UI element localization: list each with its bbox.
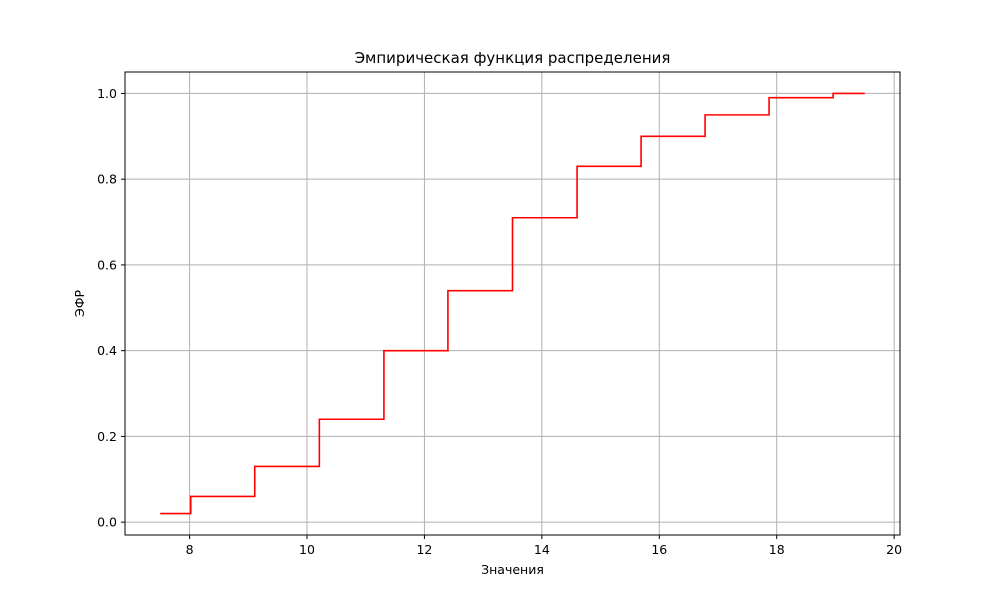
y-tick-label: 0.6 (97, 257, 117, 272)
x-tick-label: 12 (416, 542, 432, 557)
plot-background (125, 72, 900, 535)
ecdf-step-line (160, 92, 865, 515)
series (160, 92, 865, 515)
x-tick-label: 16 (651, 542, 667, 557)
y-tick-label: 1.0 (97, 86, 117, 101)
y-tick-label: 0.0 (97, 515, 117, 530)
x-tick-label: 18 (769, 542, 785, 557)
x-tick-label: 20 (886, 542, 902, 557)
x-axis-label: Значения (481, 562, 544, 577)
x-tick-label: 8 (186, 542, 194, 557)
chart-title: Эмпирическая функция распределения (355, 49, 671, 67)
y-tick-label: 0.2 (97, 429, 117, 444)
axis-ticks: 8 10 12 14 16 18 20 0.0 0.2 0.4 0.6 0.8 1.0 (97, 86, 902, 557)
y-tick-label: 0.8 (97, 172, 117, 187)
plot-frame (124, 71, 901, 536)
x-tick-label: 14 (534, 542, 550, 557)
y-tick-label: 0.4 (97, 343, 117, 358)
y-axis-label: ЭФР (72, 290, 87, 317)
x-tick-label: 10 (299, 542, 315, 557)
